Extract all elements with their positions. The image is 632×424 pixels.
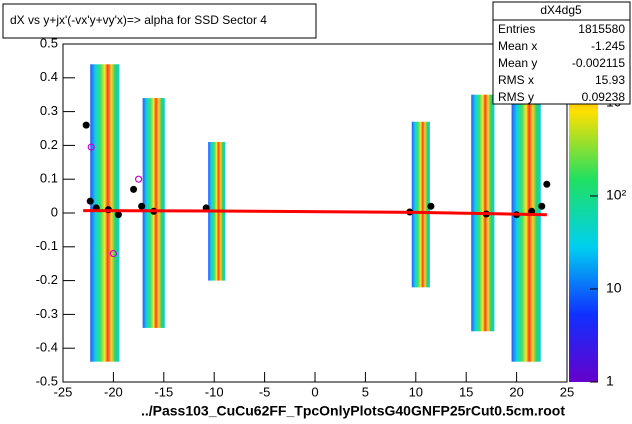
x-tick-label: -20 (104, 384, 123, 399)
fit-line (83, 209, 547, 217)
stats-value: 0.09238 (582, 90, 626, 104)
profile-point (87, 143, 95, 151)
stats-value: -1.245 (591, 39, 625, 53)
profile-point (114, 211, 122, 219)
stats-key: Mean y (498, 56, 537, 70)
profile-point (427, 202, 435, 210)
stats-value: -0.002115 (572, 56, 625, 70)
stats-box (492, 1, 631, 105)
profile-point (538, 202, 546, 210)
x-tick-label: 20 (509, 384, 523, 399)
title-box (2, 3, 317, 39)
profile-point (543, 180, 551, 188)
x-axis-label: ../Pass103_CuCu62FF_TpcOnlyPlotsG40GNFP2… (141, 403, 565, 419)
stats-value: 1815580 (578, 22, 625, 36)
z-tick-label: 10 (606, 280, 622, 296)
stats-key: Mean x (498, 39, 537, 53)
stats-title: dX4dg5 (540, 3, 582, 17)
chart-title: dX vs y+jx'(-vx'y+vy'x)=> alpha for SSD … (10, 13, 267, 27)
profile-point (109, 249, 118, 258)
z-tick-label: 1 (606, 373, 614, 389)
profile-point (86, 197, 94, 205)
y-tick-label: 0.2 (40, 137, 58, 152)
y-tick-label: -0.4 (36, 340, 58, 355)
band (511, 101, 541, 362)
profile-point (138, 202, 146, 210)
x-tick-label: -10 (205, 384, 224, 399)
y-tick-label: 0.1 (40, 171, 58, 186)
band (90, 64, 120, 362)
x-tick-label: 25 (560, 384, 574, 399)
y-tick-label: -0.3 (36, 306, 58, 321)
z-tick-label: 10² (606, 187, 627, 203)
stats-key: RMS y (498, 90, 534, 104)
y-tick-label: -0.5 (36, 373, 58, 388)
x-tick-label: 15 (459, 384, 473, 399)
y-tick-label: 0 (51, 204, 58, 219)
y-tick-label: 0.5 (40, 35, 58, 50)
y-tick-label: -0.1 (36, 238, 58, 253)
band (411, 121, 430, 288)
x-tick-label: 10 (409, 384, 423, 399)
x-tick-label: -15 (154, 384, 173, 399)
x-tick-label: 0 (311, 384, 318, 399)
profile-point (130, 185, 138, 193)
y-tick-label: 0.3 (40, 103, 58, 118)
y-tick-label: 0.4 (40, 69, 58, 84)
x-tick-label: -25 (54, 384, 73, 399)
x-tick-label: -5 (259, 384, 271, 399)
profile-point (135, 175, 143, 183)
stats-value: 15.93 (595, 73, 625, 87)
x-tick-label: 5 (362, 384, 369, 399)
stats-key: RMS x (498, 73, 534, 87)
y-tick-label: -0.2 (36, 272, 58, 287)
stats-key: Entries (498, 22, 535, 36)
profile-point (82, 121, 90, 129)
